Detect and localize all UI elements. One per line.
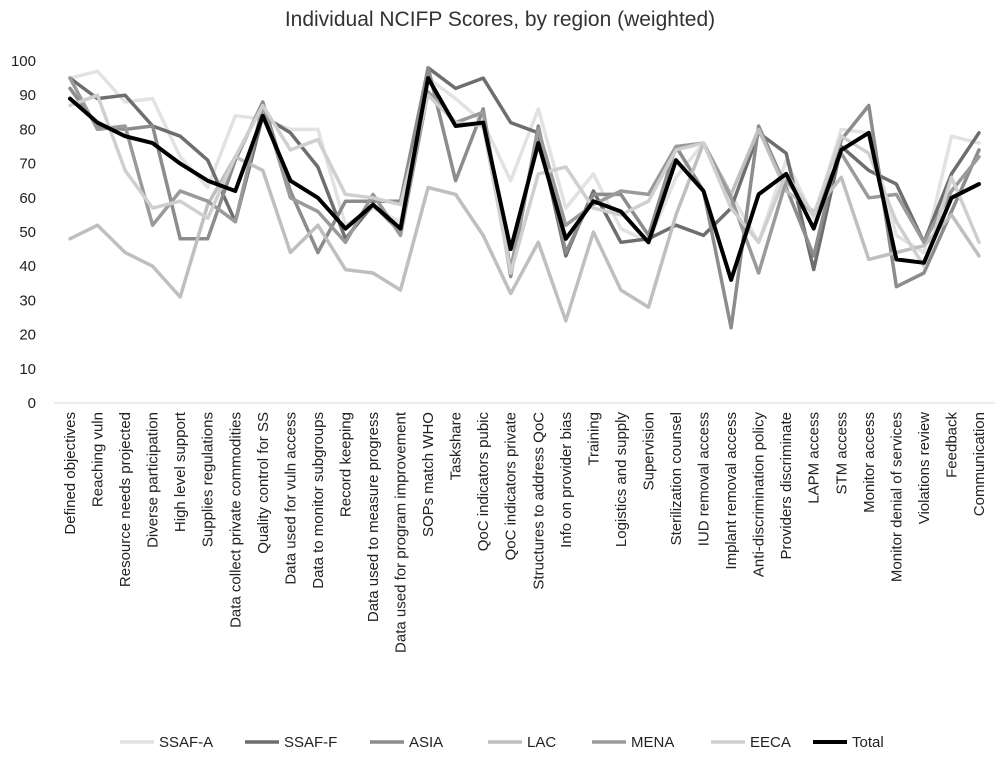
y-tick-label: 20: [19, 327, 36, 344]
x-tick-label: Communication: [971, 412, 988, 516]
x-tick-label: Supervision: [640, 412, 657, 490]
x-tick-label: Data used for vuln access: [282, 412, 299, 585]
y-tick-label: 0: [28, 395, 36, 412]
legend-label: Total: [852, 734, 884, 751]
x-tick-label: Structures to address QoC: [530, 412, 547, 590]
legend-label: MENA: [631, 734, 674, 751]
x-tick-label: Providers discriminate: [778, 412, 795, 560]
x-tick-label: Resource needs projected: [117, 412, 134, 587]
legend-label: ASIA: [409, 734, 443, 751]
x-tick-label: Training: [585, 412, 602, 466]
x-tick-label: Defined objectives: [62, 412, 79, 535]
y-tick-label: 80: [19, 121, 36, 138]
x-tick-label: Implant removal access: [723, 412, 740, 570]
x-tick-label: STM access: [833, 412, 850, 495]
x-tick-label: Diverse participation: [145, 412, 162, 548]
x-tick-label: Feedback: [943, 412, 960, 478]
x-tick-label: SOPs match WHO: [420, 412, 437, 537]
series-lines: [68, 66, 981, 330]
legend-label: EECA: [750, 734, 791, 751]
x-tick-label: Logistics and supply: [613, 412, 630, 548]
x-tick-label: Data used for program improvement: [393, 411, 410, 653]
y-tick-label: 10: [19, 361, 36, 378]
x-tick-label: Monitor denial of services: [888, 412, 905, 582]
legend: SSAF-A SSAF-F ASIA LAC MENA EECA Total: [120, 734, 884, 751]
y-tick-label: 90: [19, 87, 36, 104]
x-tick-label: QoC indicators pubic: [475, 412, 492, 552]
x-tick-label: Data collect private commodities: [227, 412, 244, 628]
y-tick-label: 30: [19, 292, 36, 309]
series-line-mena: [68, 76, 981, 275]
x-axis-category-labels: Defined objectives Reaching vuln Resource …: [62, 411, 988, 653]
x-tick-label: High level support: [172, 411, 189, 532]
x-tick-label: Anti-discrimination policy: [751, 412, 768, 578]
y-tick-label: 50: [19, 224, 36, 241]
x-tick-label: Quality control for SS: [255, 412, 272, 554]
x-tick-label: Sterilization counsel: [668, 412, 685, 545]
x-tick-label: QoC indicators private: [503, 412, 520, 560]
legend-label: SSAF-F: [284, 734, 337, 751]
x-tick-label: Data to monitor subgroups: [310, 412, 327, 589]
y-tick-label: 60: [19, 190, 36, 207]
y-tick-label: 40: [19, 258, 36, 275]
series-line-total: [68, 76, 981, 282]
y-axis: 0 10 20 30 40 50 60 70 80 90 100: [11, 53, 995, 412]
legend-label: LAC: [527, 734, 556, 751]
x-tick-label: Data used to measure progress: [365, 412, 382, 622]
x-tick-label: Reaching vuln: [90, 412, 107, 507]
y-tick-label: 70: [19, 156, 36, 173]
x-tick-label: IUD removal access: [696, 412, 713, 546]
x-tick-label: Taskshare: [448, 412, 465, 480]
x-tick-label: Info on provider bias: [558, 412, 575, 548]
y-tick-label: 100: [11, 53, 36, 70]
x-tick-label: LAPM access: [806, 412, 823, 504]
chart-title: Individual NCIFP Scores, by region (weig…: [285, 8, 715, 31]
legend-label: SSAF-A: [159, 734, 213, 751]
x-tick-label: Record keeping: [337, 412, 354, 517]
x-tick-label: Monitor access: [861, 412, 878, 513]
x-tick-label: Supplies regulations: [200, 412, 217, 547]
x-tick-label: Violations review: [916, 412, 933, 524]
